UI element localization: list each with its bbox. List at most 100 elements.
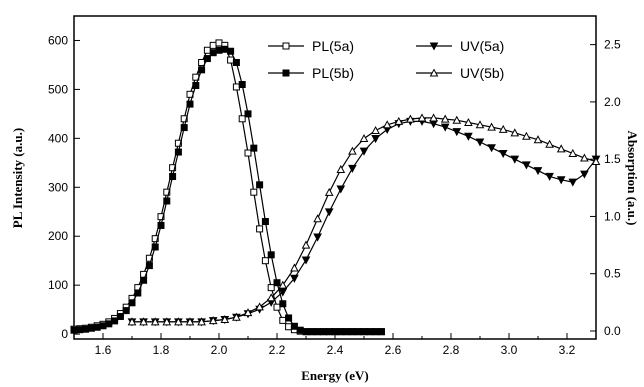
data-point [336, 185, 346, 194]
data-point [139, 317, 148, 326]
data-point [145, 262, 153, 270]
data-point [76, 326, 84, 334]
data-point [244, 149, 252, 157]
left-y-axis-ticks: 0 100 200 300 400 500 600 [48, 33, 80, 341]
x-tick-label: 2.2 [269, 343, 286, 357]
data-point [498, 149, 508, 159]
data-point [429, 113, 438, 122]
left-y-tick-label: 300 [48, 180, 68, 194]
data-point [464, 117, 473, 127]
data-point [308, 328, 316, 336]
data-point [134, 289, 142, 297]
series-line [73, 48, 382, 333]
data-point [243, 308, 253, 317]
data-point [127, 317, 137, 326]
data-point [279, 300, 287, 308]
right-y-tick-label: 0.5 [604, 267, 621, 281]
data-point [337, 328, 345, 336]
series-uv5a [127, 117, 601, 327]
data-point [372, 328, 380, 336]
data-point [359, 147, 369, 156]
x-tick-label: 1.6 [95, 343, 112, 357]
data-point [279, 316, 287, 324]
data-point [93, 323, 101, 331]
left-y-tick-label: 200 [48, 229, 68, 243]
data-point [255, 302, 264, 311]
legend-entry: UV(5a) [416, 38, 504, 54]
data-point [556, 144, 566, 153]
data-point [568, 148, 578, 157]
data-point [273, 279, 281, 287]
data-point [174, 148, 182, 156]
x-tick-label: 2.4 [327, 343, 344, 357]
data-point [261, 218, 269, 226]
data-point [203, 55, 211, 63]
data-point [348, 146, 357, 155]
data-point [475, 120, 485, 129]
data-point [267, 251, 275, 259]
data-point [406, 114, 415, 123]
data-point [266, 293, 276, 302]
data-point [464, 132, 473, 141]
data-point [452, 128, 462, 137]
legend-label: PL(5a) [312, 38, 354, 54]
data-point [221, 45, 229, 53]
data-point [198, 66, 206, 74]
data-point [285, 314, 293, 322]
x-tick-label: 3.0 [501, 343, 518, 357]
data-point [487, 144, 496, 153]
left-y-axis-title: PL Intensity (a.u.) [10, 128, 25, 228]
series-line [73, 42, 382, 333]
left-y-tick-label: 100 [48, 278, 68, 292]
legend-entry: PL(5b) [268, 65, 354, 81]
data-point [313, 214, 322, 223]
data-point [377, 328, 385, 336]
data-point [238, 81, 246, 89]
data-point [151, 243, 159, 251]
right-y-tick-label: 1.5 [604, 152, 621, 166]
legend-marker [429, 42, 439, 51]
data-point [244, 110, 252, 118]
legend: PL(5a) PL(5b) UV(5a) UV(5b) [268, 38, 504, 81]
data-point [331, 328, 339, 336]
data-point [256, 225, 264, 233]
data-point [111, 317, 119, 325]
right-y-tick-label: 0.0 [604, 324, 621, 338]
left-y-tick-label: 400 [48, 131, 68, 145]
data-point [343, 328, 351, 336]
data-point [256, 181, 264, 189]
data-point [162, 317, 172, 326]
data-point [487, 122, 496, 131]
data-point [163, 188, 171, 196]
data-point [180, 124, 188, 132]
data-point [440, 114, 450, 123]
data-point [261, 257, 269, 265]
data-point [174, 317, 183, 326]
left-y-tick-label: 500 [48, 82, 68, 96]
data-point [452, 115, 462, 124]
data-point [440, 123, 450, 132]
data-point [545, 172, 554, 181]
data-point [70, 326, 78, 334]
data-point [185, 317, 195, 326]
data-point [522, 161, 531, 170]
data-point [568, 178, 578, 187]
right-y-axis-title: Absorption (a.u.) [625, 131, 640, 226]
x-tick-label: 3.2 [559, 343, 576, 357]
series-layer [70, 39, 601, 336]
data-point [354, 328, 362, 336]
data-point [128, 299, 136, 307]
x-tick-label: 2.0 [211, 343, 228, 357]
data-point [250, 188, 258, 196]
data-point [145, 254, 153, 262]
x-tick-label: 2.8 [443, 343, 460, 357]
data-point [278, 280, 288, 289]
data-point [533, 135, 543, 144]
data-point [87, 324, 95, 332]
data-point [238, 115, 246, 123]
data-point [498, 124, 508, 133]
legend-label: PL(5b) [312, 65, 354, 81]
data-point [203, 46, 211, 54]
data-point [150, 317, 160, 326]
